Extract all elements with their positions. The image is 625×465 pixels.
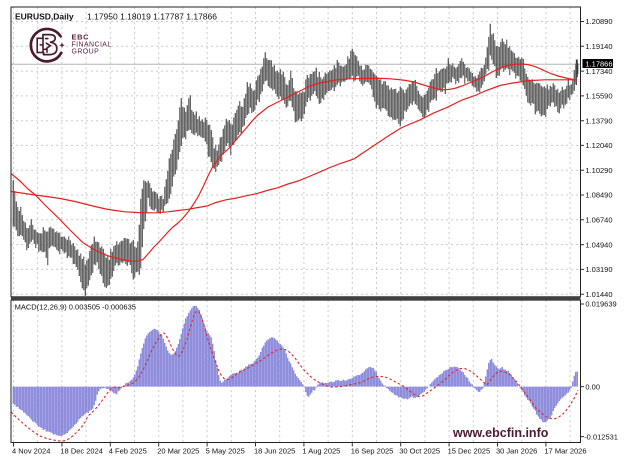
svg-text:1.03190: 1.03190 [585,265,612,274]
svg-text:MACD(12,26,9) 0.003505 -0.0006: MACD(12,26,9) 0.003505 -0.000635 [15,302,136,311]
svg-text:1.04940: 1.04940 [585,240,612,249]
svg-text:17 Mar 2026: 17 Mar 2026 [544,447,586,456]
svg-text:30 Jan 2026: 30 Jan 2026 [496,447,537,456]
svg-text:20 Mar 2025: 20 Mar 2025 [157,447,199,456]
svg-text:1.17950 1.18019 1.17787 1.1786: 1.17950 1.18019 1.17787 1.17866 [87,12,217,22]
svg-text:4 Nov 2024: 4 Nov 2024 [12,447,50,456]
svg-text:1.01440: 1.01440 [585,290,612,299]
svg-text:5 May 2025: 5 May 2025 [206,447,245,456]
svg-text:4 Feb 2025: 4 Feb 2025 [109,447,147,456]
svg-text:1.08490: 1.08490 [585,191,612,200]
svg-text:15 Dec 2025: 15 Dec 2025 [448,447,491,456]
svg-text:1.15590: 1.15590 [585,92,612,101]
svg-text:1.10290: 1.10290 [585,166,612,175]
svg-text:-0.012531: -0.012531 [584,432,618,441]
svg-text:1.12040: 1.12040 [585,141,612,150]
svg-text:EBC: EBC [72,33,90,42]
svg-text:18 Jun 2025: 18 Jun 2025 [254,447,295,456]
svg-text:0.019639: 0.019639 [585,300,616,309]
svg-text:www.ebcfin.info: www.ebcfin.info [452,426,549,440]
svg-text:1.17866: 1.17866 [585,59,612,68]
svg-text:FINANCIAL: FINANCIAL [72,42,112,49]
svg-text:16 Sep 2025: 16 Sep 2025 [351,447,394,456]
svg-text:GROUP: GROUP [72,49,100,56]
svg-text:18 Dec 2024: 18 Dec 2024 [60,447,103,456]
svg-text:1 Aug 2025: 1 Aug 2025 [302,447,340,456]
svg-text:0.00: 0.00 [585,382,600,391]
svg-text:1.06740: 1.06740 [585,216,612,225]
svg-text:1.13790: 1.13790 [585,116,612,125]
svg-text:1.19140: 1.19140 [585,42,612,51]
svg-text:EURUSD,Daily: EURUSD,Daily [15,12,74,22]
svg-text:1.20890: 1.20890 [585,17,612,26]
svg-text:30 Oct 2025: 30 Oct 2025 [399,447,440,456]
svg-text:1.17340: 1.17340 [585,67,612,76]
